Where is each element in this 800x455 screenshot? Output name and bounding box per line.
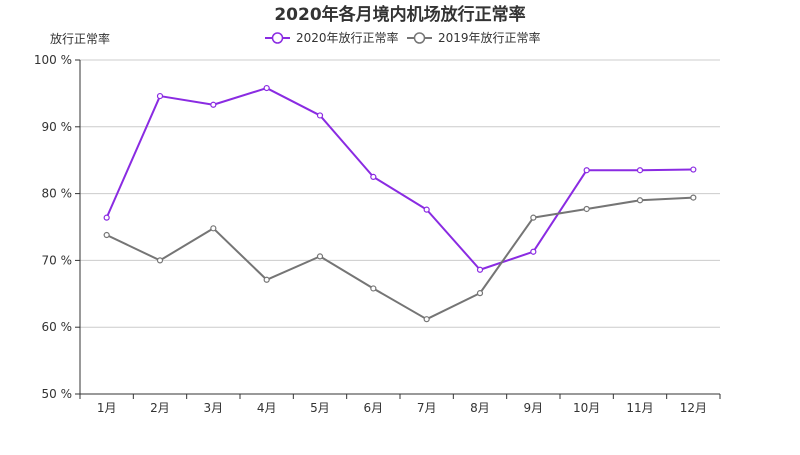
data-point[interactable] xyxy=(263,84,270,92)
data-point[interactable] xyxy=(690,194,697,201)
data-point[interactable] xyxy=(690,166,697,173)
legend-marker-2019 xyxy=(413,32,426,44)
chart-title: 2020年各月境内机场放行正常率 xyxy=(274,4,525,25)
y-tick-label: 100 % xyxy=(34,53,72,67)
y-tick-label: 60 % xyxy=(42,320,73,334)
legend-item-2019[interactable]: 2019年放行正常率 xyxy=(407,30,541,45)
data-point[interactable] xyxy=(103,214,110,221)
legend-label-2019: 2019年放行正常率 xyxy=(438,30,541,45)
data-point[interactable] xyxy=(370,285,377,292)
x-tick-label: 9月 xyxy=(524,401,544,415)
x-tick-label: 8月 xyxy=(470,401,490,415)
data-point[interactable] xyxy=(316,253,324,260)
x-tick-label: 4月 xyxy=(257,401,277,415)
data-point[interactable] xyxy=(210,101,217,108)
x-tick-label: 12月 xyxy=(680,401,707,415)
x-axis: 1月 2月 3月 4月 5月 6月 7月 8月 9月 10月 11月 12月 xyxy=(79,393,721,415)
x-tick-label: 1月 xyxy=(97,401,117,415)
data-point[interactable] xyxy=(583,167,590,174)
x-tick-label: 11月 xyxy=(626,401,653,415)
data-point[interactable] xyxy=(103,231,110,239)
data-point[interactable] xyxy=(636,197,644,204)
y-tick-label: 50 % xyxy=(42,387,73,401)
x-tick-label: 5月 xyxy=(310,401,330,415)
legend: 2020年放行正常率 2019年放行正常率 xyxy=(265,30,541,45)
data-point[interactable] xyxy=(156,92,164,100)
data-point[interactable] xyxy=(156,257,164,264)
y-tick-label: 80 % xyxy=(42,187,73,201)
data-point[interactable] xyxy=(316,112,324,119)
x-tick-label: 7月 xyxy=(417,401,437,415)
series-line xyxy=(106,196,694,321)
data-point[interactable] xyxy=(476,290,484,297)
series-layer xyxy=(103,84,697,323)
data-point[interactable] xyxy=(210,225,217,232)
x-tick-label: 10月 xyxy=(573,401,600,415)
x-tick-label: 6月 xyxy=(364,401,384,415)
data-point[interactable] xyxy=(263,276,270,283)
series-1 xyxy=(103,194,697,323)
y-axis: 50 % 60 % 70 % 80 % 90 % 100 % xyxy=(34,53,81,401)
y-tick-label: 90 % xyxy=(42,120,73,134)
data-point[interactable] xyxy=(423,206,430,213)
legend-item-2020[interactable]: 2020年放行正常率 xyxy=(265,30,399,45)
data-point[interactable] xyxy=(530,248,537,255)
legend-marker-2020 xyxy=(271,32,284,44)
data-point[interactable] xyxy=(476,266,484,273)
series-0 xyxy=(103,84,697,273)
data-point[interactable] xyxy=(370,173,377,180)
data-point[interactable] xyxy=(636,167,644,174)
data-point[interactable] xyxy=(423,316,430,323)
y-tick-label: 70 % xyxy=(42,253,73,267)
x-tick-label: 2月 xyxy=(150,401,170,415)
x-tick-label: 3月 xyxy=(204,401,224,415)
legend-label-2020: 2020年放行正常率 xyxy=(296,30,399,45)
series-line xyxy=(105,87,694,271)
data-point[interactable] xyxy=(583,205,590,213)
data-point[interactable] xyxy=(530,214,537,221)
y-axis-label: 放行正常率 xyxy=(50,31,110,46)
